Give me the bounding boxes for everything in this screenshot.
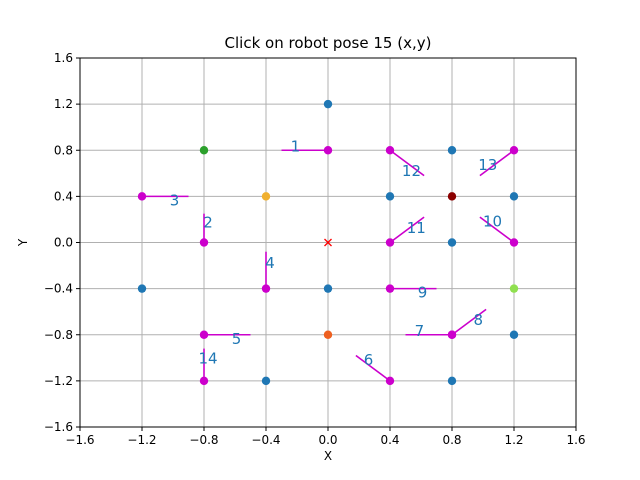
pose-heading-line (451, 308, 487, 336)
x-tick-label: 1.6 (566, 433, 585, 447)
pose-heading-lines (142, 149, 515, 382)
landmark-point (323, 330, 333, 339)
pose-label: 7 (415, 322, 425, 340)
x-tick-label: 0.0 (318, 433, 337, 447)
pose-heading-line (389, 216, 425, 244)
y-tick-label: 0.8 (54, 143, 73, 157)
x-tick-label: −1.6 (65, 433, 94, 447)
pose-label: 5 (232, 330, 242, 348)
x-tick-label: −1.2 (127, 433, 156, 447)
y-tick-label: −0.8 (44, 328, 73, 342)
pose-heading-line (355, 354, 391, 382)
landmark-point (323, 284, 333, 293)
pose-point[interactable] (261, 284, 271, 293)
pose-heading-line (479, 216, 515, 244)
pose-label: 12 (402, 162, 421, 180)
pose-label: 13 (478, 156, 497, 174)
pose-point[interactable] (323, 146, 333, 155)
landmark-point (447, 146, 457, 155)
landmark-point (447, 376, 457, 386)
landmark-point (447, 192, 457, 201)
pose-label: 4 (265, 254, 275, 272)
pose-label: 9 (418, 284, 428, 302)
y-axis-ticks: −1.6 −1.2 −0.8 −0.4 0.0 0.4 0.8 1.2 1.6 (44, 51, 80, 434)
x-tick-label: 1.2 (504, 433, 523, 447)
landmark-point (509, 192, 519, 201)
pose-label: 14 (198, 349, 217, 367)
pose-point[interactable] (137, 192, 147, 201)
y-tick-label: 1.6 (54, 51, 73, 65)
landmark-point (509, 330, 519, 339)
pose-point[interactable] (509, 146, 519, 155)
pose-point[interactable] (385, 284, 395, 293)
landmark-point (323, 99, 333, 109)
y-tick-label: −0.4 (44, 282, 73, 296)
pose-point[interactable] (199, 376, 209, 386)
landmark-point (385, 192, 395, 201)
x-axis-label: X (324, 449, 332, 463)
landmark-point (261, 192, 271, 201)
pose-heading-line (389, 149, 425, 177)
pose-point[interactable] (447, 330, 457, 339)
pose-point[interactable] (385, 376, 395, 386)
origin-marker (324, 238, 332, 247)
plot-title: Click on robot pose 15 (x,y) (225, 34, 432, 52)
pose-point[interactable] (385, 146, 395, 155)
landmark-points (137, 99, 519, 386)
x-tick-label: 0.4 (380, 433, 399, 447)
origin-x-stroke (324, 238, 332, 247)
landmark-point (199, 146, 209, 155)
x-axis-ticks: −1.6 −1.2 −0.8 −0.4 0.0 0.4 0.8 1.2 1.6 (65, 427, 586, 447)
x-tick-label: −0.8 (189, 433, 218, 447)
landmark-point (261, 376, 271, 386)
pose-point[interactable] (199, 238, 209, 247)
landmark-point (137, 284, 147, 293)
x-tick-label: −0.4 (251, 433, 280, 447)
pose-heading-line (479, 149, 515, 177)
pose-label: 6 (364, 351, 374, 369)
y-axis-label: Y (16, 238, 30, 247)
pose-label: 10 (483, 213, 502, 231)
pose-point[interactable] (509, 238, 519, 247)
y-tick-label: 1.2 (54, 97, 73, 111)
y-tick-label: −1.6 (44, 420, 73, 434)
y-tick-label: 0.4 (54, 189, 73, 203)
landmark-point (509, 284, 519, 293)
pose-label: 1 (291, 137, 301, 155)
y-tick-label: 0.0 (54, 236, 73, 250)
landmark-point (447, 238, 457, 247)
pose-label: 3 (170, 191, 180, 209)
y-tick-label: −1.2 (44, 374, 73, 388)
x-tick-label: 0.8 (442, 433, 461, 447)
pose-label: 11 (407, 219, 426, 237)
pose-point[interactable] (385, 238, 395, 247)
pose-label: 8 (473, 311, 483, 329)
pose-points (137, 146, 519, 386)
pose-label: 2 (203, 213, 213, 231)
pose-point[interactable] (199, 330, 209, 339)
